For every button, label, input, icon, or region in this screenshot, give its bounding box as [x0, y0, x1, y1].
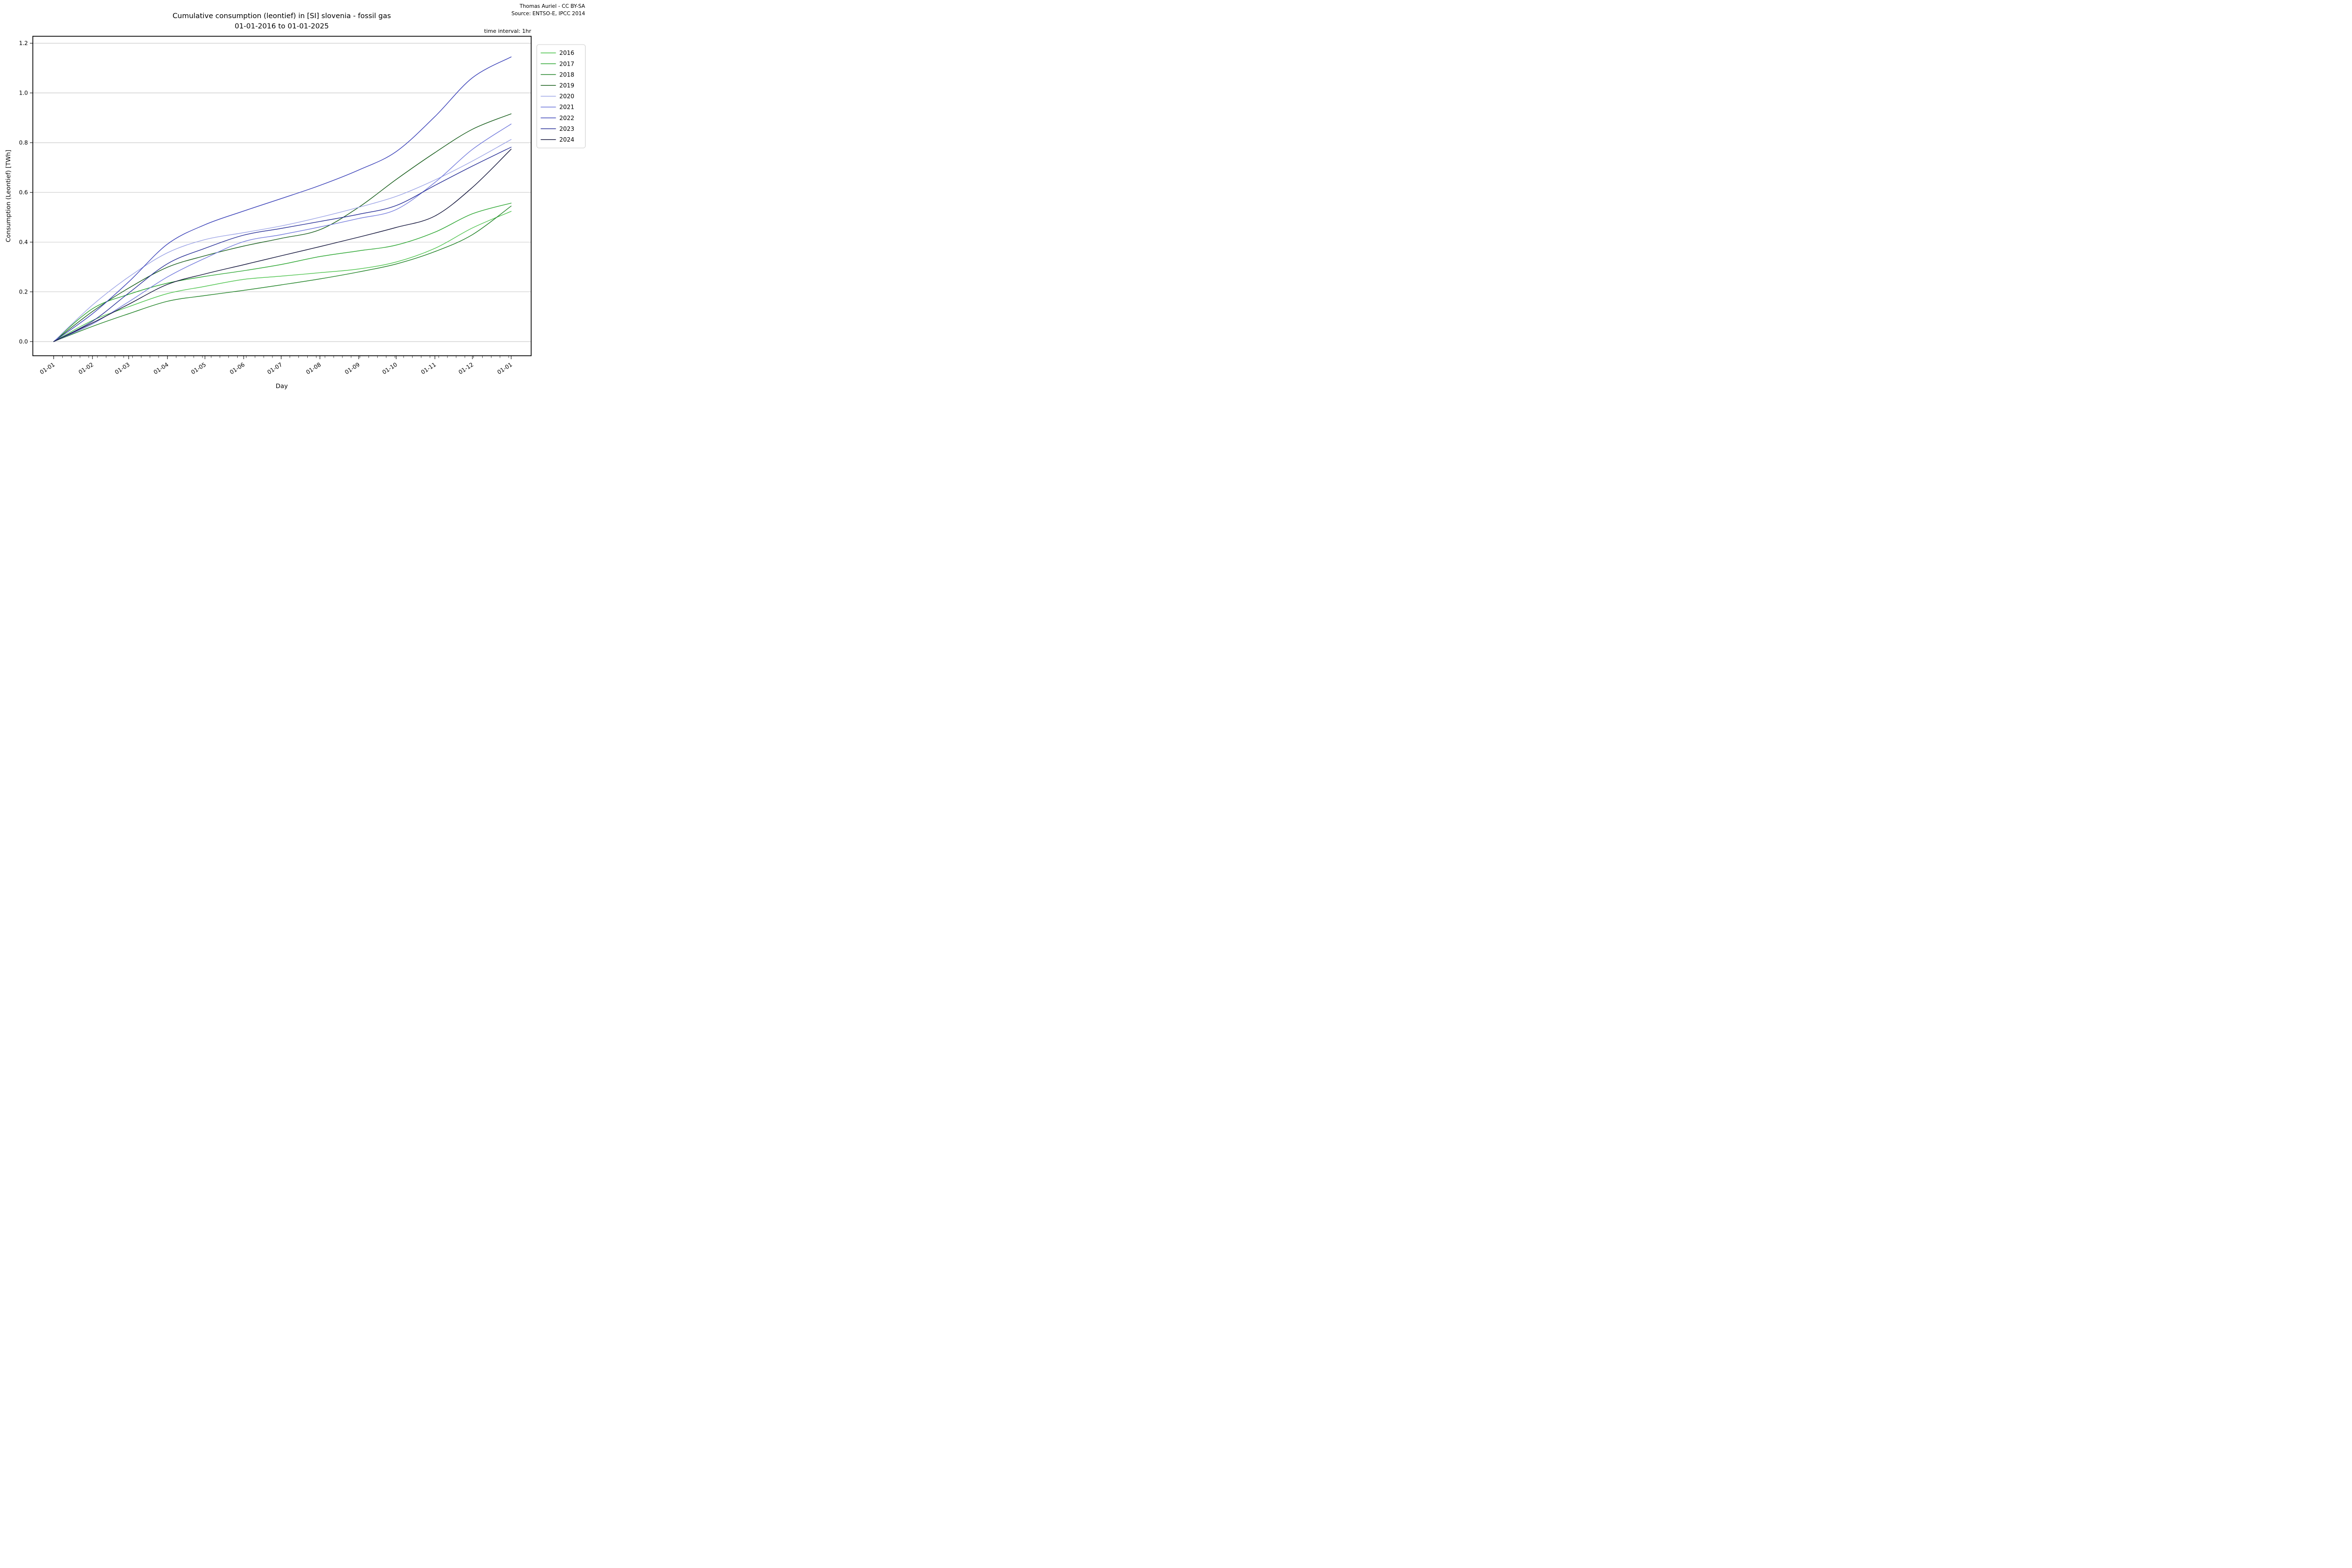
series-line-2018: [53, 205, 512, 342]
legend-label: 2021: [560, 104, 575, 111]
x-tick-label: 01-11: [420, 361, 438, 376]
legend: 2016 2017 2018 2019 2020 2021 2022 2023 2024: [537, 44, 586, 148]
x-tick-label: 01-06: [228, 361, 246, 376]
series-lines: [53, 56, 512, 342]
chart-title-line1: Cumulative consumption (leontief) in [SI…: [172, 12, 391, 20]
credit-line2: Source: ENTSO-E, IPCC 2014: [512, 11, 586, 17]
legend-item-2020: 2020: [540, 93, 575, 100]
chart-title-line2: 01-01-2016 to 01-01-2025: [235, 23, 329, 30]
gridlines: [33, 43, 531, 342]
y-tick-label: 0.0: [19, 338, 28, 345]
credit-line1: Thomas Auriel - CC BY-SA: [519, 3, 585, 9]
y-tick-label: 1.0: [19, 90, 28, 97]
x-tick-label: 01-02: [77, 361, 95, 376]
axis-ticks: 0.0 0.2 0.4 0.6 0.8 1.0 1.2 01-01 01-02 01-03 01-0…: [19, 40, 514, 376]
legend-item-2024: 2024: [540, 136, 575, 143]
legend-item-2022: 2022: [540, 115, 575, 122]
consumption-line-chart: 0.0 0.2 0.4 0.6 0.8 1.0 1.2 01-01 01-02 01-03 01-0…: [4, 3, 586, 390]
x-tick-label: 01-07: [266, 361, 284, 376]
time-interval-note: time interval: 1hr: [484, 28, 531, 34]
legend-label: 2016: [560, 49, 575, 56]
legend-label: 2023: [560, 125, 575, 132]
y-tick-label: 0.8: [19, 139, 28, 146]
legend-label: 2024: [560, 136, 575, 143]
legend-label: 2020: [560, 93, 575, 100]
x-tick-label: 01-03: [114, 361, 131, 376]
x-tick-label: 01-10: [381, 361, 398, 376]
legend-box: [537, 44, 586, 148]
legend-item-2016: 2016: [540, 49, 575, 56]
x-tick-label: 01-09: [343, 361, 361, 376]
y-tick-label: 1.2: [19, 40, 28, 47]
series-line-2022: [53, 56, 512, 342]
series-line-2023: [53, 147, 512, 342]
figure: 0.0 0.2 0.4 0.6 0.8 1.0 1.2 01-01 01-02 01-03 01-0…: [0, 0, 588, 392]
series-line-2024: [53, 148, 512, 342]
series-line-2019: [53, 113, 512, 342]
legend-item-2021: 2021: [540, 104, 575, 111]
x-tick-label: 01-05: [190, 361, 207, 376]
legend-label: 2018: [560, 71, 575, 78]
series-line-2021: [53, 123, 512, 342]
legend-item-2023: 2023: [540, 125, 575, 132]
series-line-2016: [53, 211, 512, 342]
series-line-2020: [53, 139, 512, 342]
x-tick-label: 01-08: [305, 361, 322, 376]
x-tick-label: 01-04: [152, 361, 170, 376]
x-tick-label: 01-01: [39, 361, 56, 376]
legend-label: 2022: [560, 115, 575, 122]
y-tick-label: 0.2: [19, 289, 28, 295]
x-tick-label: 01-01: [496, 361, 514, 376]
legend-item-2019: 2019: [540, 82, 575, 89]
y-tick-label: 0.4: [19, 239, 28, 245]
plot-area-border: [32, 36, 532, 356]
x-tick-label: 01-12: [457, 361, 475, 376]
x-axis-label: Day: [276, 382, 288, 390]
y-tick-label: 0.6: [19, 189, 28, 196]
legend-item-2018: 2018: [540, 71, 575, 78]
legend-item-2017: 2017: [540, 60, 575, 67]
legend-label: 2019: [560, 82, 575, 89]
legend-label: 2017: [560, 60, 575, 67]
y-axis-label: Consumption (Leontief) [TWh]: [4, 150, 12, 243]
series-line-2017: [53, 202, 512, 342]
